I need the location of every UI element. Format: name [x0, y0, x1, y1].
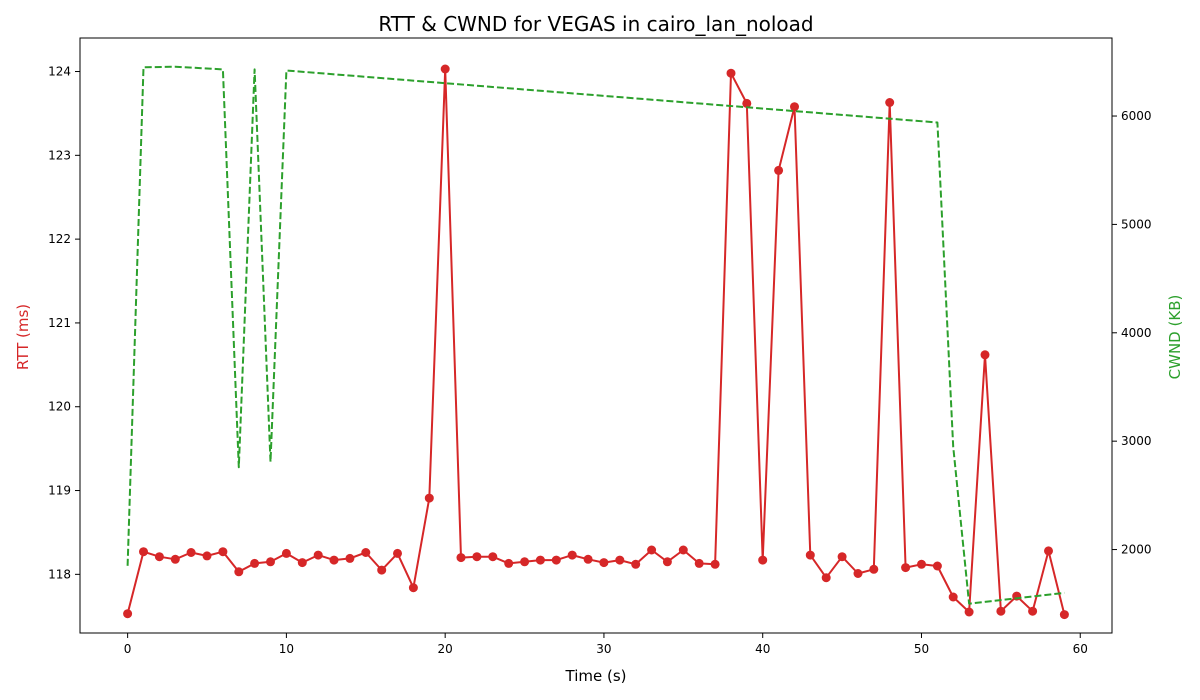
rtt-point	[615, 555, 625, 565]
rtt-point	[1028, 606, 1038, 616]
rtt-point	[980, 350, 990, 360]
y-left-tick-label: 118	[48, 567, 71, 581]
x-tick-label: 40	[755, 642, 770, 656]
y-left-tick-label: 119	[48, 484, 71, 498]
rtt-point	[281, 548, 291, 558]
rtt-point	[869, 564, 879, 574]
rtt-point	[567, 550, 577, 560]
plot-frame	[79, 37, 1113, 634]
rtt-point	[726, 68, 736, 78]
chart-title: RTT & CWND for VEGAS in cairo_lan_noload	[378, 12, 813, 36]
rtt-point	[361, 548, 371, 557]
rtt-point	[678, 545, 688, 555]
y-right-tick-label: 4000	[1121, 326, 1152, 340]
rtt-point	[139, 547, 148, 557]
rtt-point	[504, 558, 514, 568]
rtt-point	[123, 609, 133, 619]
rtt-point	[901, 563, 911, 573]
rtt-point	[329, 555, 339, 565]
x-tick-label: 50	[914, 642, 929, 656]
axes-layer: 0 10 20 30 40 50 60 118 119 120 121 122 123 124 2000 30…	[48, 37, 1152, 656]
x-axis-label: Time (s)	[565, 667, 627, 685]
rtt-point	[599, 558, 609, 568]
rtt-point	[837, 552, 847, 562]
rtt-point	[345, 553, 355, 563]
x-tick-label: 20	[438, 642, 453, 656]
rtt-point	[710, 559, 720, 569]
y-right-tick-label: 3000	[1121, 434, 1152, 448]
rtt-point	[234, 567, 244, 577]
rtt-point	[932, 561, 942, 571]
y-left-tick-label: 122	[48, 232, 71, 246]
rtt-point	[393, 548, 402, 558]
y-left-tick-label: 123	[48, 148, 71, 162]
rtt-point	[551, 555, 561, 565]
rtt-point	[758, 555, 768, 565]
rtt-point	[853, 569, 863, 578]
rtt-point	[313, 550, 323, 560]
cwnd-series-line	[126, 65, 1065, 605]
rtt-point	[948, 592, 958, 602]
rtt-point	[964, 607, 974, 617]
y-left-tick-label: 121	[48, 316, 71, 330]
rtt-point	[647, 545, 657, 555]
rtt-point	[1044, 546, 1053, 556]
series-layer	[123, 64, 1069, 620]
x-tick-label: 30	[596, 642, 611, 656]
rtt-point	[440, 64, 450, 74]
rtt-point	[774, 165, 784, 175]
rtt-point	[917, 559, 926, 569]
x-tick-label: 60	[1073, 642, 1088, 656]
rtt-point	[170, 554, 180, 564]
y-left-tick-label: 120	[48, 400, 71, 414]
rtt-point	[805, 550, 815, 560]
y-axis-right-label: CWND (KB)	[1166, 295, 1184, 380]
x-tick-label: 0	[124, 642, 132, 656]
rtt-point	[488, 552, 498, 562]
y-right-tick-label: 5000	[1121, 217, 1152, 231]
rtt-point	[266, 557, 275, 567]
rtt-series-line	[126, 68, 1066, 615]
rtt-point	[821, 573, 831, 583]
rtt-point	[535, 555, 545, 565]
rtt-point	[250, 558, 260, 568]
rtt-point	[694, 558, 704, 568]
rtt-point	[790, 102, 799, 112]
rtt-point	[424, 493, 434, 503]
rtt-point	[472, 552, 482, 562]
rtt-point	[218, 547, 228, 557]
rtt-point	[583, 554, 593, 564]
rtt-point	[996, 606, 1006, 616]
rtt-point	[885, 98, 895, 107]
x-tick-label: 10	[279, 642, 294, 656]
rtt-point	[520, 557, 530, 567]
rtt-point	[662, 557, 672, 567]
y-right-tick-label: 2000	[1121, 543, 1152, 557]
rtt-point	[1059, 610, 1069, 620]
rtt-point	[377, 565, 387, 575]
y-right-tick-label: 6000	[1121, 109, 1152, 123]
rtt-point	[631, 559, 641, 569]
y-left-tick-label: 124	[48, 65, 71, 79]
rtt-point	[742, 98, 752, 108]
rtt-point	[202, 551, 212, 561]
y-axis-left-label: RTT (ms)	[14, 304, 32, 370]
rtt-point	[297, 558, 307, 568]
rtt-point	[186, 548, 196, 557]
rtt-point	[456, 553, 466, 563]
rtt-point	[154, 552, 164, 562]
rtt-point	[408, 583, 418, 593]
